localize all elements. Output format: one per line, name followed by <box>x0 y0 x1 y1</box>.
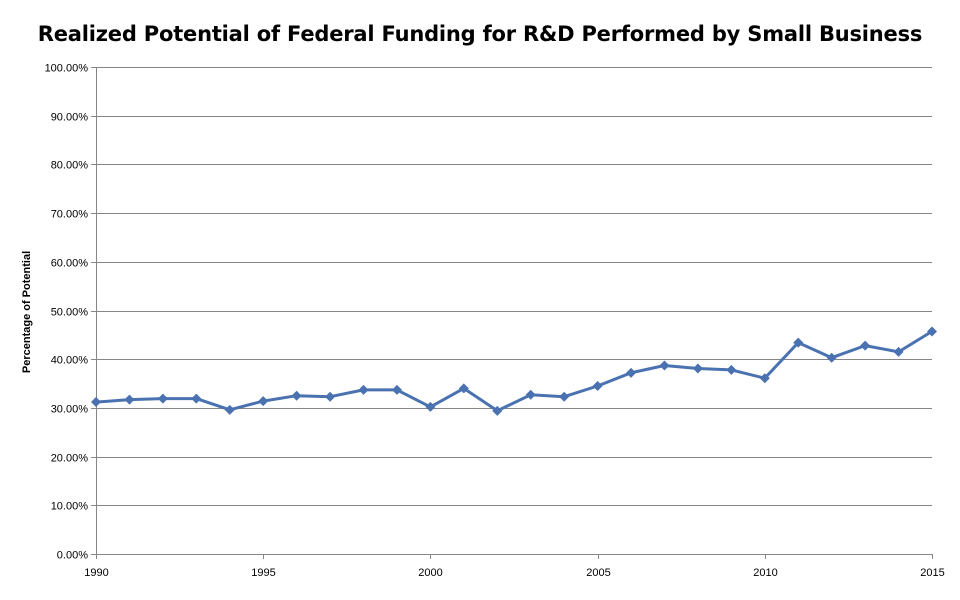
y-tick-label: 20.00% <box>51 453 89 465</box>
y-tick-label: 30.00% <box>51 404 89 416</box>
data-point <box>793 337 804 348</box>
data-point <box>692 363 703 374</box>
y-tick-label: 10.00% <box>51 501 89 513</box>
series-path <box>95 330 933 413</box>
y-tick-label: 40.00% <box>51 355 89 367</box>
data-point <box>893 346 904 357</box>
data-point <box>759 373 770 384</box>
x-tick-label: 2000 <box>418 567 442 579</box>
x-tick-label: 2005 <box>586 567 610 579</box>
x-tick-label: 2015 <box>920 567 944 579</box>
x-tick-label: 2010 <box>753 567 777 579</box>
data-point <box>592 380 603 391</box>
chart-title: Realized Potential of Federal Funding fo… <box>37 22 923 46</box>
data-point <box>860 340 871 351</box>
data-point <box>626 367 637 378</box>
y-tick-label: 70.00% <box>51 209 89 221</box>
gridlines <box>96 67 932 506</box>
y-axis-label: Percentage of Potential <box>21 251 33 373</box>
data-point <box>525 389 536 400</box>
data-point <box>927 326 937 337</box>
data-point <box>157 393 168 404</box>
data-point <box>826 352 837 363</box>
data-point <box>291 390 302 401</box>
x-tick-label: 1995 <box>251 567 275 579</box>
y-tick-label: 80.00% <box>51 160 89 172</box>
data-point <box>325 391 336 402</box>
data-point <box>559 391 570 402</box>
data-point <box>124 394 135 405</box>
data-point <box>224 404 235 415</box>
y-tick-label: 50.00% <box>51 307 89 319</box>
x-tick-labels: 1990 1995 2000 2005 2010 2015 <box>84 567 944 579</box>
data-point <box>191 393 202 404</box>
y-tick-label: 90.00% <box>51 112 89 124</box>
axes <box>91 67 933 559</box>
data-point <box>492 405 503 416</box>
data-point <box>391 384 402 395</box>
series-line <box>95 330 933 413</box>
data-point <box>425 401 436 412</box>
y-tick-label: 60.00% <box>51 258 89 270</box>
data-point <box>659 360 670 371</box>
x-tick-label: 1990 <box>84 567 108 579</box>
series-markers <box>91 326 937 416</box>
data-point <box>726 364 737 375</box>
y-tick-labels: 0.00% 10.00% 20.00% 30.00% 40.00% 50.00% 60.00… <box>45 63 89 562</box>
data-point <box>458 383 469 394</box>
data-point <box>258 396 269 407</box>
y-tick-label: 100.00% <box>45 63 89 75</box>
data-point <box>358 384 369 395</box>
y-tick-label: 0.00% <box>57 550 88 562</box>
data-point <box>91 397 101 408</box>
